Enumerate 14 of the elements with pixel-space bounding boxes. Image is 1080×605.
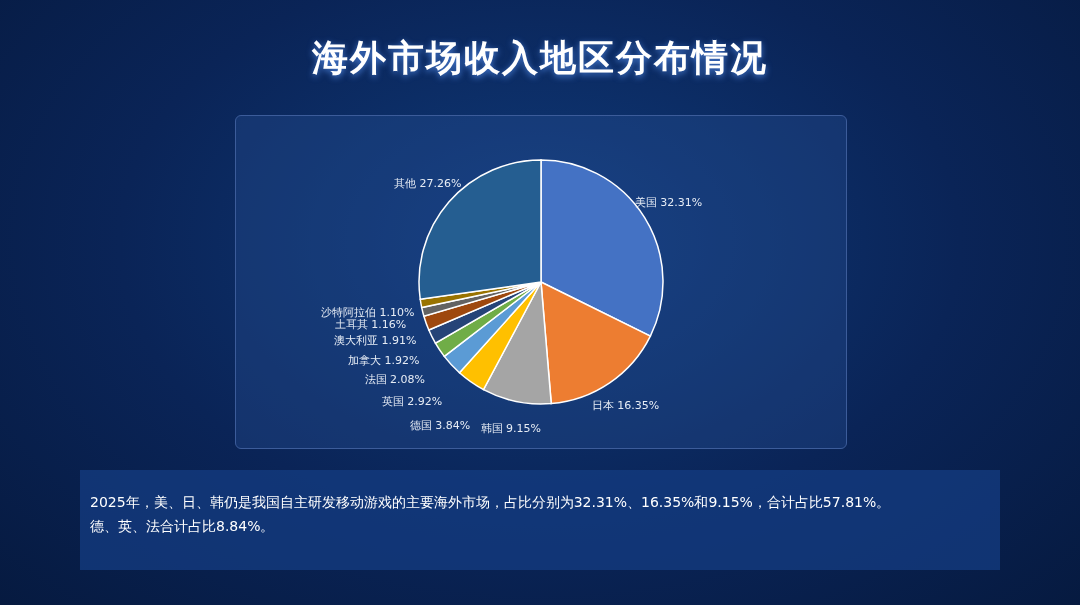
text: 德、英、法合计占比8.84%。 — [90, 517, 276, 536]
slice-label: 其他 27.26% — [393, 176, 462, 190]
slice-label: 美国 32.31% — [634, 195, 703, 209]
slice-label: 日本 16.35% — [591, 398, 660, 412]
chart-title: 海外市场收入地区分布情况 — [311, 36, 769, 80]
slice-label: 加拿大 1.92% — [347, 353, 420, 367]
text: 2025年，美、日、韩仍是我国自主研发移动游戏的主要海外市场，占比分别为32.31%、16.35%和9.15%，合计占比57.81%。 — [90, 493, 892, 512]
slice-label: 沙特阿拉伯 1.10% — [321, 305, 415, 319]
slice-label: 韩国 9.15% — [480, 421, 541, 435]
slice-label: 德国 3.84% — [409, 419, 471, 433]
slice-label: 澳大利亚 1.91% — [334, 334, 417, 348]
slice-label: 英国 2.92% — [381, 394, 443, 408]
slice-label: 土耳其 1.16% — [334, 318, 407, 332]
slice-label: 法国 2.08% — [364, 372, 425, 386]
